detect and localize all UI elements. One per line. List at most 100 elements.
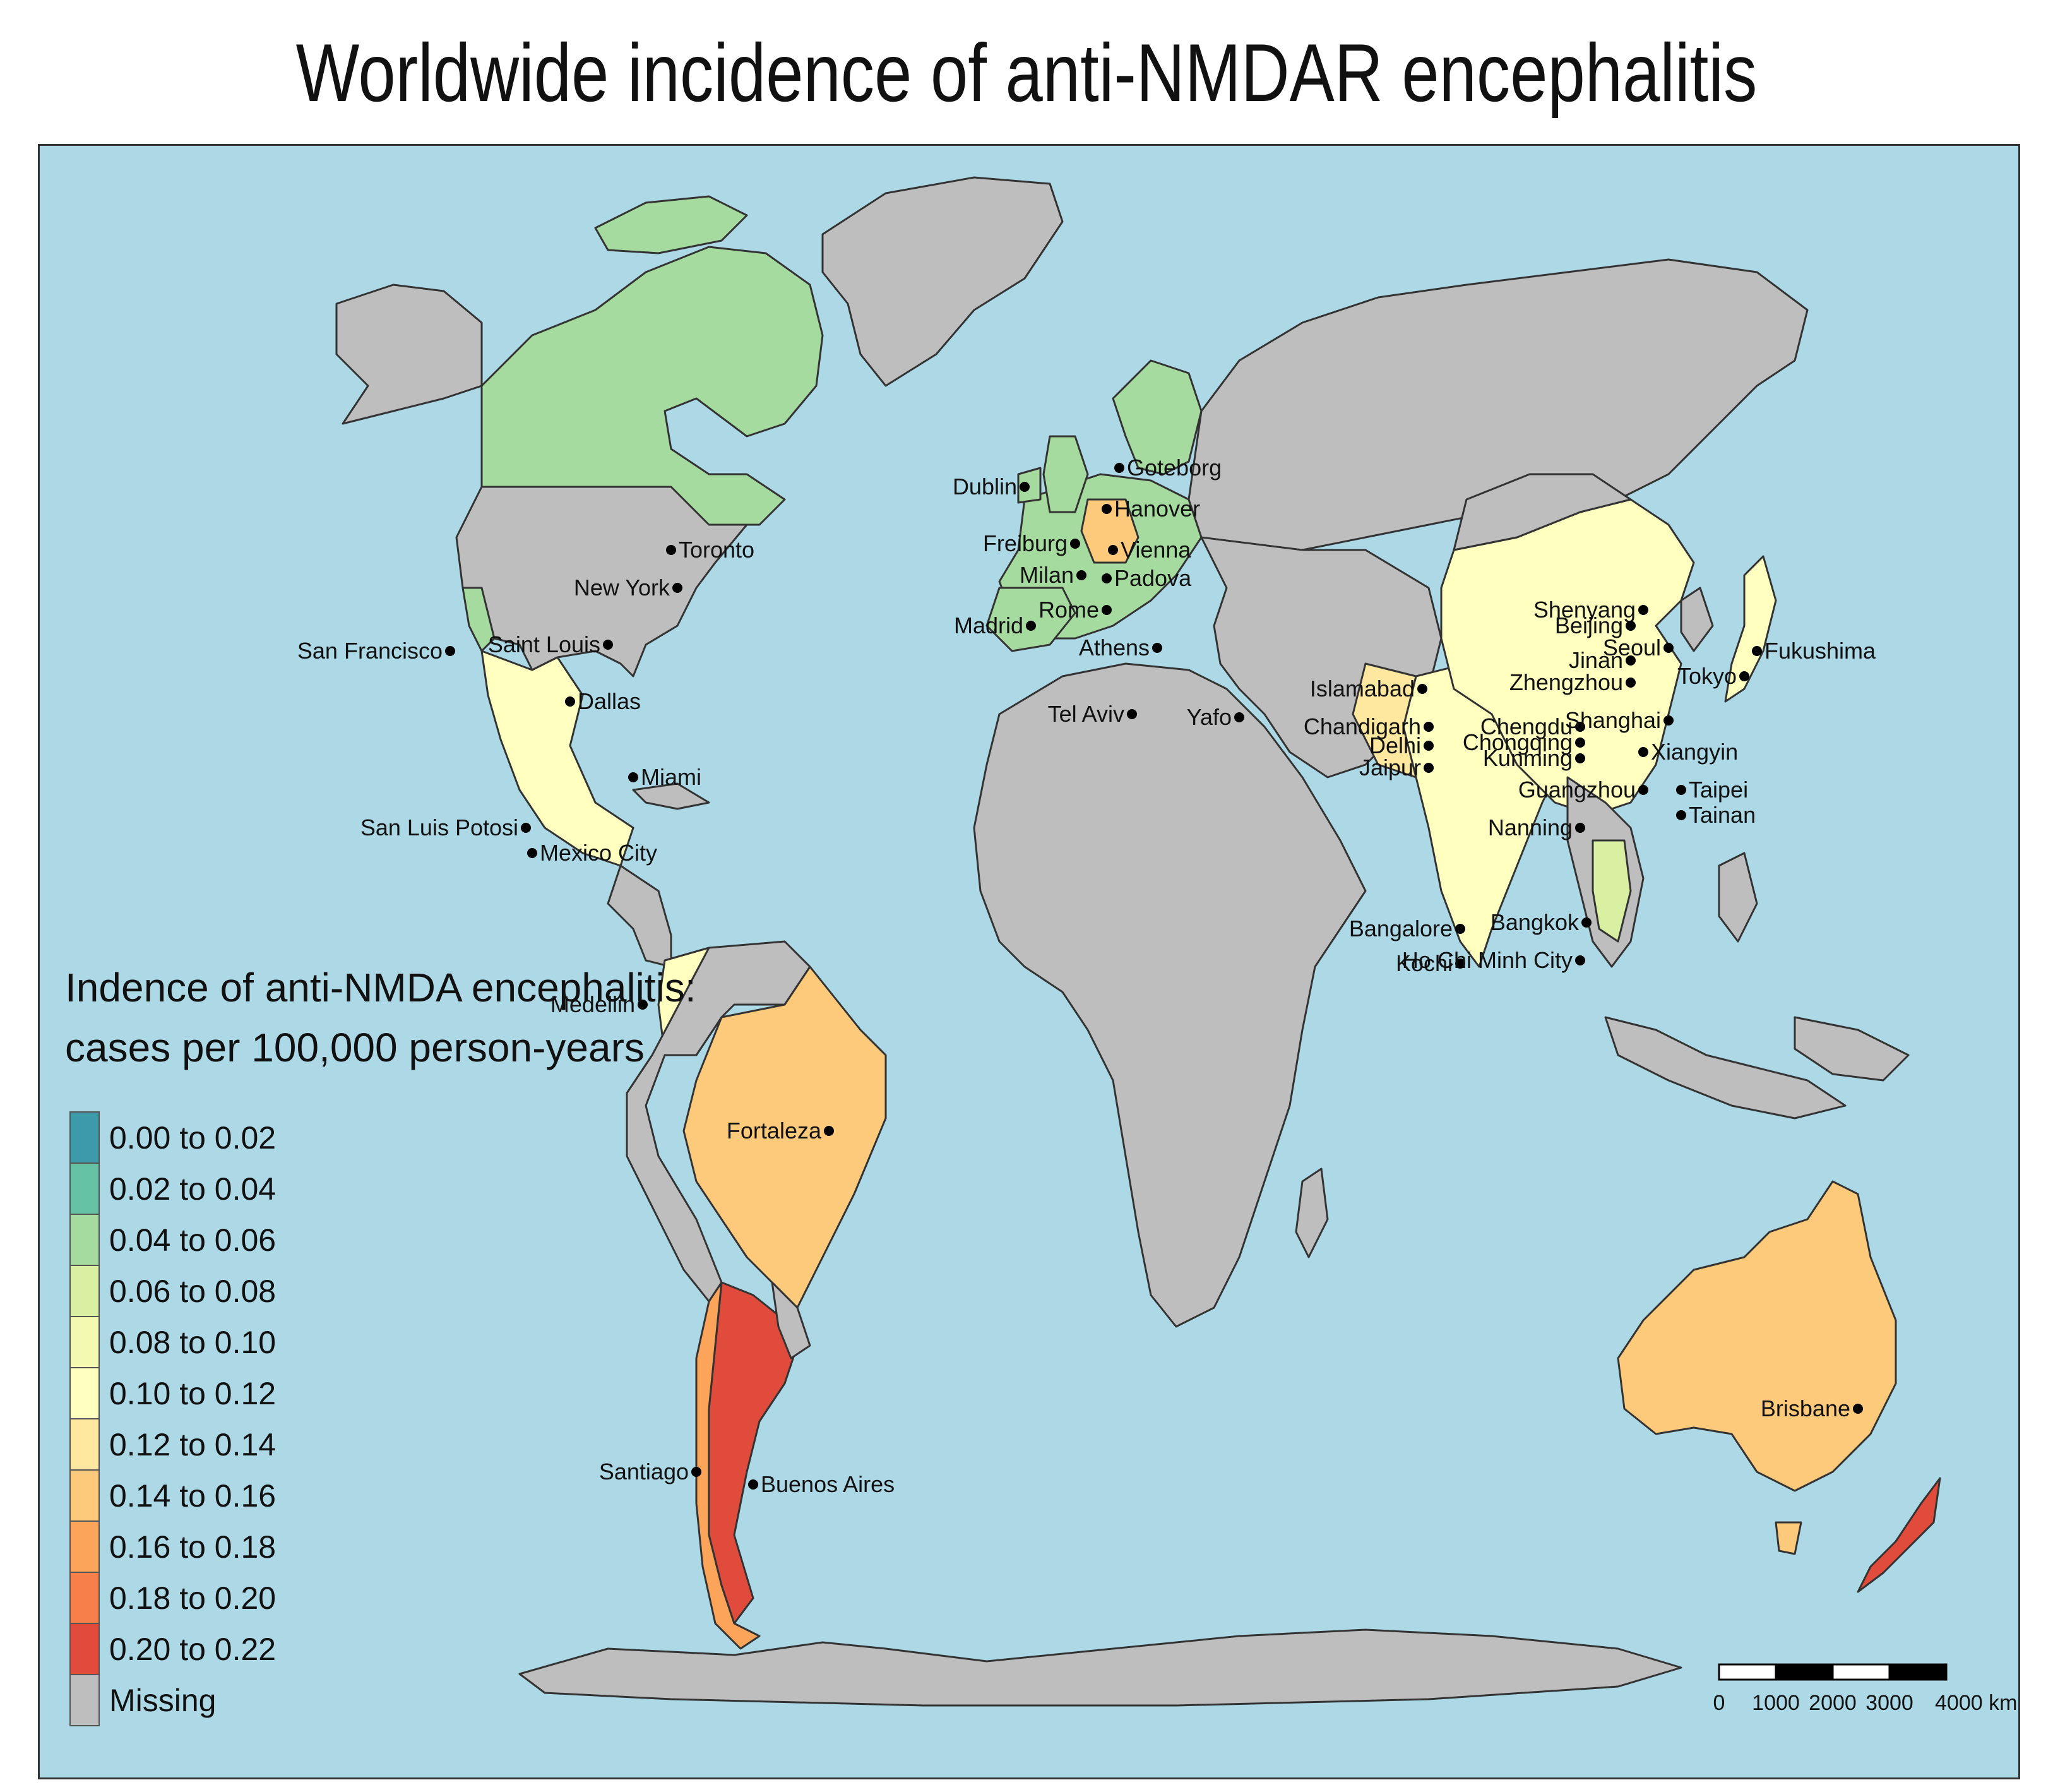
scale-bar-label: 1000 — [1752, 1691, 1800, 1715]
legend-swatch — [69, 1265, 100, 1317]
city-marker — [1575, 738, 1585, 748]
city-label: Medellin — [550, 991, 635, 1017]
city-label: Zhengzhou — [1509, 669, 1623, 695]
scale-bar-label: 0 — [1713, 1691, 1725, 1715]
legend-label: 0.14 to 0.16 — [109, 1478, 276, 1514]
city-label: Bangalore — [1349, 916, 1453, 941]
region-australia — [1617, 1180, 1897, 1492]
legend-swatch — [69, 1572, 100, 1624]
city-label: Dublin — [953, 474, 1017, 499]
legend-label: 0.06 to 0.08 — [109, 1274, 276, 1309]
city-label: Santiago — [599, 1459, 689, 1484]
region-korea — [1680, 587, 1714, 652]
scale-bar-segment — [1718, 1663, 1777, 1681]
legend-label: 0.20 to 0.22 — [109, 1632, 276, 1667]
city-marker — [1424, 722, 1434, 732]
city-marker — [527, 848, 537, 858]
scale-bar-label: 3000 — [1866, 1691, 1913, 1715]
city-label: Nanning — [1488, 815, 1573, 840]
scale-bar: 0 1000 2000 3000 4000 km — [1713, 1663, 2017, 1715]
region-greenland — [821, 176, 1064, 387]
region-brazil — [682, 965, 887, 1309]
city-marker — [1152, 643, 1162, 653]
city-label: Madrid — [954, 612, 1023, 638]
city-label: Kochi — [1396, 950, 1453, 976]
city-label: Fukushima — [1764, 638, 1876, 664]
world-map: San Francisco Saint Louis New York Toronto D… — [40, 146, 2018, 1777]
region-new-zealand — [1857, 1477, 1941, 1593]
city-marker — [1020, 482, 1030, 492]
city-label: Shenyang — [1533, 597, 1636, 623]
city-label: Ho Chi Minh City — [1402, 947, 1573, 973]
city-label: Toronto — [679, 537, 754, 563]
region-thailand — [1592, 839, 1632, 943]
city-marker — [521, 823, 531, 833]
legend-swatch — [69, 1162, 100, 1215]
region-scandinavia — [1112, 359, 1203, 475]
city-label: Shanghai — [1565, 707, 1661, 733]
city-label: Kunming — [1483, 745, 1573, 771]
scale-bar-segment — [1831, 1663, 1891, 1681]
region-cuba — [632, 782, 710, 810]
legend-items: 0.00 to 0.02 0.02 to 0.04 0.04 to 0.06 0.06… — [69, 1111, 276, 1726]
city-marker — [1575, 722, 1585, 732]
city-label: Freiburg — [983, 530, 1068, 556]
city-label: Jinan — [1569, 647, 1623, 673]
region-pakistan — [1352, 662, 1417, 779]
map-panel: San Francisco Saint Louis New York Toronto D… — [38, 144, 2020, 1779]
city-label: Tainan — [1689, 802, 1756, 828]
map-title: Worldwide incidence of anti-NMDAR enceph… — [295, 27, 1758, 119]
city-label: Saint Louis — [488, 631, 600, 657]
region-central-america — [607, 864, 672, 968]
legend-swatch — [69, 1674, 100, 1726]
region-philippines — [1718, 852, 1758, 943]
legend-swatch — [69, 1316, 100, 1368]
region-uruguay — [771, 1281, 811, 1359]
region-madagascar — [1295, 1168, 1329, 1258]
city-label: Dallas — [578, 688, 641, 714]
city-marker — [603, 640, 613, 650]
city-label: San Luis Potosi — [360, 815, 518, 840]
region-mongolia — [1453, 473, 1632, 551]
city-label: Chengdu — [1480, 714, 1573, 739]
city-marker — [1626, 621, 1636, 631]
city-marker — [628, 772, 638, 782]
region-africa — [973, 662, 1367, 1328]
city-label: San Francisco — [297, 638, 443, 664]
city-label: Mexico City — [540, 840, 657, 866]
legend-swatch — [69, 1520, 100, 1573]
city-markers: San Francisco Saint Louis New York Toronto D… — [297, 455, 1876, 1497]
city-marker — [1455, 959, 1465, 969]
city-marker — [1638, 605, 1648, 615]
region-arctic-islands — [594, 195, 748, 254]
city-label: Delhi — [1369, 732, 1421, 758]
region-germany — [1080, 498, 1140, 564]
city-label: Tokyo — [1677, 663, 1737, 689]
region-chile — [695, 1281, 761, 1650]
city-label: Fortaleza — [727, 1118, 822, 1144]
city-marker — [1575, 753, 1585, 763]
city-marker — [666, 545, 676, 555]
region-uk — [1042, 435, 1089, 513]
city-label: Hanover — [1114, 496, 1200, 522]
city-marker — [1581, 917, 1592, 928]
legend-label: 0.18 to 0.20 — [109, 1580, 276, 1616]
legend-label: 0.10 to 0.12 — [109, 1376, 276, 1411]
scale-bar-segment — [1888, 1663, 1948, 1681]
city-marker — [1076, 570, 1086, 580]
city-marker — [1455, 924, 1465, 934]
region-china — [1440, 498, 1695, 816]
city-label: Vienna — [1121, 537, 1191, 563]
city-marker — [1424, 763, 1434, 773]
region-antarctica — [518, 1628, 1682, 1707]
city-marker — [1676, 810, 1686, 820]
city-marker — [1114, 463, 1124, 473]
city-marker — [1676, 785, 1686, 795]
city-label: Padova — [1114, 565, 1192, 591]
scale-bar-segment — [1775, 1663, 1834, 1681]
city-marker — [1739, 671, 1749, 681]
city-label: Bangkok — [1491, 909, 1580, 935]
region-tasmania — [1775, 1521, 1802, 1555]
legend-title-line1: Indence of anti-NMDA encephalitis: — [65, 965, 696, 1010]
city-marker — [1026, 621, 1036, 631]
